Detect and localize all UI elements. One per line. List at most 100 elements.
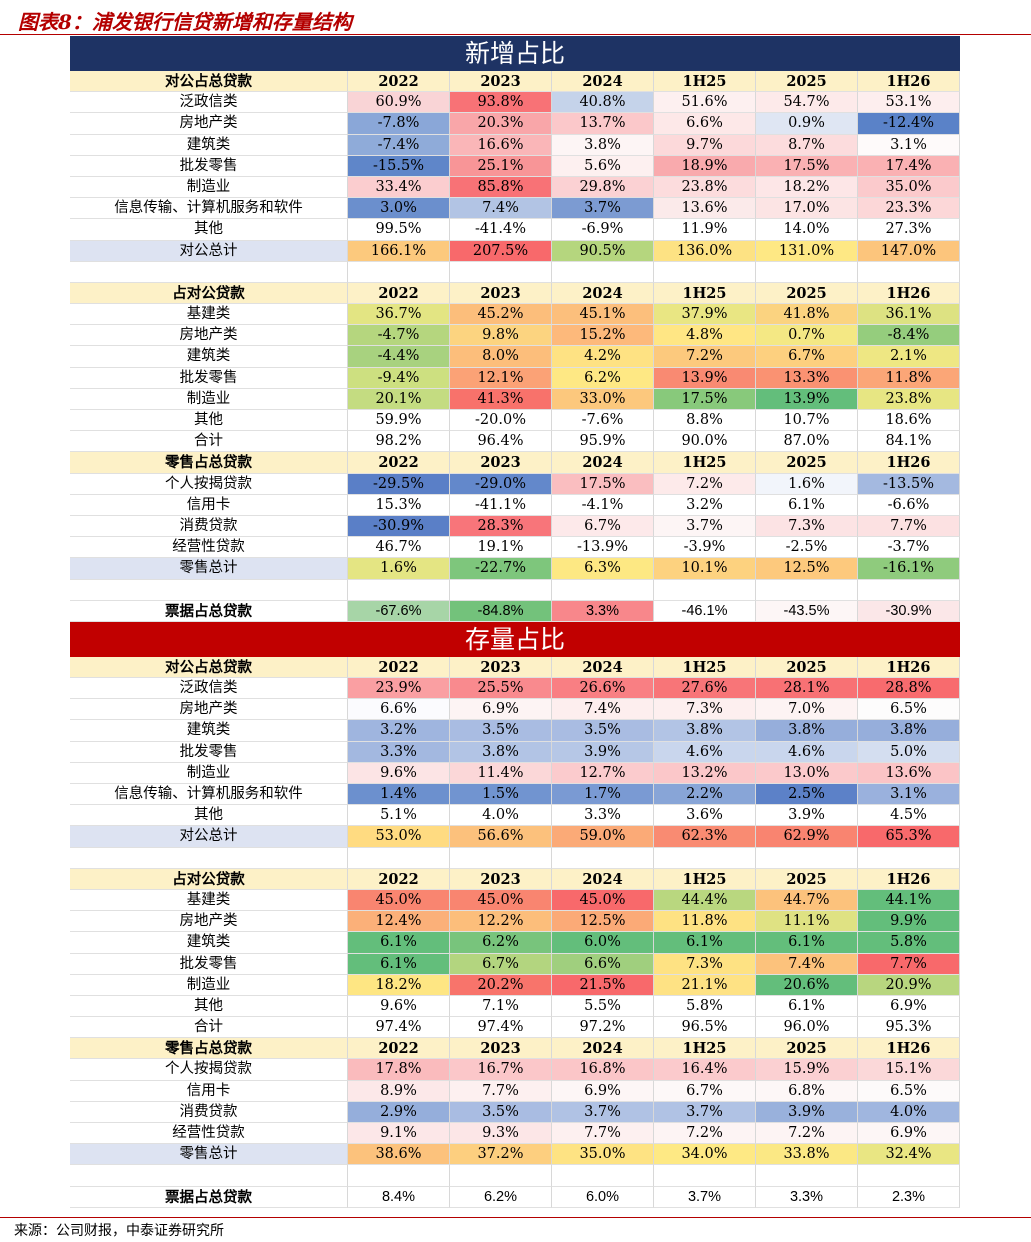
table-row: 泛政信类 23.9% 25.5% 26.6% 27.6% 28.1% 28.8%	[70, 678, 960, 700]
value-cell: 33.4%	[348, 176, 450, 199]
year-header: 1H26	[858, 868, 960, 890]
value-cell: 6.8%	[756, 1080, 858, 1102]
value-cell: 37.2%	[450, 1144, 552, 1166]
value-cell: 36.7%	[348, 304, 450, 326]
row-label: 建筑类	[70, 932, 348, 954]
table-row: 批发零售 -9.4% 12.1% 6.2% 13.9% 13.3% 11.8%	[70, 367, 960, 389]
year-header: 1H25	[654, 1038, 756, 1060]
value-cell: 8.4%	[348, 1186, 450, 1208]
value-cell: 45.0%	[552, 889, 654, 912]
value-cell: 6.9%	[858, 995, 960, 1018]
value-cell: 17.0%	[756, 198, 858, 220]
value-cell: 13.3%	[756, 367, 858, 389]
table-header-row: 对公占总贷款 2022 2023 2024 1H25 2025 1H26	[70, 71, 960, 93]
value-cell: 44.1%	[858, 889, 960, 912]
value-cell: 1.7%	[552, 784, 654, 806]
value-cell: 96.4%	[450, 431, 552, 453]
blank-row	[70, 579, 960, 601]
value-cell: 26.6%	[552, 678, 654, 700]
year-header: 2022	[348, 868, 450, 890]
value-cell: 45.2%	[450, 304, 552, 326]
table-row: 基建类 45.0% 45.0% 45.0% 44.4% 44.7% 44.1%	[70, 889, 960, 912]
value-cell: -4.7%	[348, 325, 450, 347]
table-row: 其他 5.1% 4.0% 3.3% 3.6% 3.9% 4.5%	[70, 805, 960, 827]
row-label: 零售总计	[70, 558, 348, 580]
value-cell: -22.7%	[450, 558, 552, 580]
value-cell: 13.0%	[756, 762, 858, 784]
value-cell: 6.7%	[654, 1080, 756, 1102]
value-cell: 3.7%	[552, 1101, 654, 1123]
value-cell: 3.9%	[756, 1101, 858, 1123]
value-cell	[654, 579, 756, 601]
year-header: 2023	[450, 452, 552, 474]
value-cell: 2.1%	[858, 346, 960, 368]
value-cell: 20.2%	[450, 974, 552, 996]
value-cell	[450, 261, 552, 283]
value-cell: 0.9%	[756, 113, 858, 135]
value-cell: 5.5%	[552, 995, 654, 1018]
row-label: 其他	[70, 995, 348, 1018]
table-header-row: 零售占总贷款 2022 2023 2024 1H25 2025 1H26	[70, 1038, 960, 1060]
table-row: 消费贷款 2.9% 3.5% 3.7% 3.7% 3.9% 4.0%	[70, 1101, 960, 1123]
year-header: 2024	[552, 656, 654, 679]
table-row: 房地产类 12.4% 12.2% 12.5% 11.8% 11.1% 9.9%	[70, 911, 960, 933]
table-row: 信用卡 8.9% 7.7% 6.9% 6.7% 6.8% 6.5%	[70, 1080, 960, 1102]
table-row: 合计 97.4% 97.4% 97.2% 96.5% 96.0% 95.3%	[70, 1017, 960, 1039]
value-cell: 3.7%	[552, 198, 654, 220]
value-cell: 36.1%	[858, 304, 960, 326]
table-row: 零售总计 38.6% 37.2% 35.0% 34.0% 33.8% 32.4%	[70, 1144, 960, 1166]
value-cell: 3.8%	[756, 720, 858, 742]
row-label: 房地产类	[70, 113, 348, 135]
value-cell: 2.2%	[654, 784, 756, 806]
value-cell	[858, 1165, 960, 1187]
table-row: 批发零售 6.1% 6.7% 6.6% 7.3% 7.4% 7.7%	[70, 953, 960, 975]
value-cell: 40.8%	[552, 92, 654, 114]
value-cell: 0.7%	[756, 325, 858, 347]
value-cell: 166.1%	[348, 240, 450, 262]
year-header: 2025	[756, 868, 858, 890]
value-cell: 4.6%	[756, 741, 858, 763]
row-label: 个人按揭贷款	[70, 1059, 348, 1081]
value-cell: 15.1%	[858, 1059, 960, 1081]
year-header: 2023	[450, 282, 552, 305]
value-cell: 33.8%	[756, 1144, 858, 1166]
value-cell: 20.6%	[756, 974, 858, 996]
value-cell: 7.0%	[756, 699, 858, 721]
value-cell: -13.9%	[552, 537, 654, 559]
value-cell: 3.9%	[756, 805, 858, 827]
group-label: 对公占总贷款	[70, 656, 348, 679]
year-header: 2025	[756, 1038, 858, 1060]
blank-row	[70, 847, 960, 869]
table-row: 房地产类 -7.8% 20.3% 13.7% 6.6% 0.9% -12.4%	[70, 113, 960, 135]
value-cell: 3.8%	[654, 720, 756, 742]
value-cell: 9.9%	[858, 911, 960, 933]
value-cell: 25.5%	[450, 678, 552, 700]
table-row: 建筑类 -7.4% 16.6% 3.8% 9.7% 8.7% 3.1%	[70, 134, 960, 156]
table-row: 经营性贷款 9.1% 9.3% 7.7% 7.2% 7.2% 6.9%	[70, 1123, 960, 1145]
value-cell: 131.0%	[756, 240, 858, 262]
value-cell: 19.1%	[450, 537, 552, 559]
row-label: 基建类	[70, 889, 348, 912]
row-label: 泛政信类	[70, 678, 348, 700]
table-row: 信用卡 15.3% -41.1% -4.1% 3.2% 6.1% -6.6%	[70, 494, 960, 516]
value-cell: 14.0%	[756, 219, 858, 241]
value-cell: 2.3%	[858, 1186, 960, 1208]
value-cell: 15.3%	[348, 494, 450, 516]
year-header: 2023	[450, 71, 552, 93]
value-cell: 1.4%	[348, 784, 450, 806]
value-cell: 3.1%	[858, 134, 960, 156]
value-cell: 3.9%	[552, 741, 654, 763]
table-row: 房地产类 6.6% 6.9% 7.4% 7.3% 7.0% 6.5%	[70, 699, 960, 721]
top-rule	[0, 34, 1031, 35]
year-header: 2022	[348, 1038, 450, 1060]
value-cell: 7.4%	[756, 953, 858, 975]
value-cell: -3.9%	[654, 537, 756, 559]
value-cell: 3.2%	[654, 494, 756, 516]
table-row: 信息传输、计算机服务和软件 1.4% 1.5% 1.7% 2.2% 2.5% 3.1%	[70, 784, 960, 806]
table-row: 信息传输、计算机服务和软件 3.0% 7.4% 3.7% 13.6% 17.0% 23.3%	[70, 198, 960, 220]
value-cell: 59.0%	[552, 826, 654, 848]
value-cell: 6.1%	[654, 932, 756, 954]
value-cell	[552, 1165, 654, 1187]
value-cell: 60.9%	[348, 92, 450, 114]
value-cell: 6.6%	[348, 699, 450, 721]
